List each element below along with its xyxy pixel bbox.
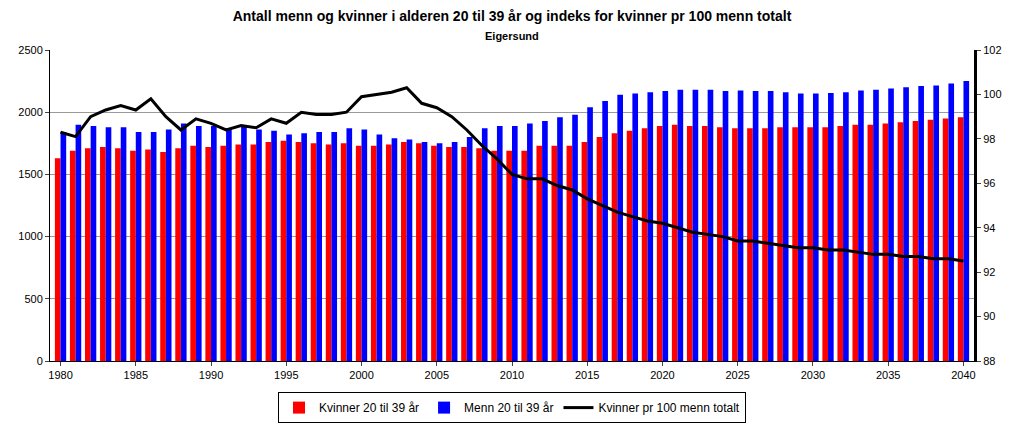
svg-text:2035: 2035 — [876, 369, 900, 381]
svg-text:2025: 2025 — [725, 369, 749, 381]
svg-text:2020: 2020 — [650, 369, 674, 381]
svg-text:2500: 2500 — [18, 44, 42, 56]
svg-text:100: 100 — [983, 88, 1001, 100]
svg-text:1500: 1500 — [18, 168, 42, 180]
svg-text:94: 94 — [983, 222, 995, 234]
svg-text:92: 92 — [983, 266, 995, 278]
svg-text:1985: 1985 — [124, 369, 148, 381]
svg-text:102: 102 — [983, 44, 1001, 56]
svg-text:1980: 1980 — [48, 369, 72, 381]
svg-text:88: 88 — [983, 355, 995, 367]
svg-text:2000: 2000 — [18, 106, 42, 118]
svg-text:2000: 2000 — [349, 369, 373, 381]
svg-text:Kvinner pr 100 menn totalt: Kvinner pr 100 menn totalt — [598, 401, 739, 415]
svg-text:90: 90 — [983, 310, 995, 322]
svg-text:96: 96 — [983, 177, 995, 189]
svg-text:1990: 1990 — [199, 369, 223, 381]
svg-text:2030: 2030 — [801, 369, 825, 381]
svg-text:98: 98 — [983, 133, 995, 145]
svg-text:2015: 2015 — [575, 369, 599, 381]
svg-text:2040: 2040 — [951, 369, 975, 381]
svg-text:2010: 2010 — [500, 369, 524, 381]
svg-text:1995: 1995 — [274, 369, 298, 381]
svg-text:1000: 1000 — [18, 230, 42, 242]
svg-text:2005: 2005 — [425, 369, 449, 381]
svg-text:Eigersund: Eigersund — [485, 30, 539, 42]
svg-text:Antall menn og kvinner i alder: Antall menn og kvinner i alderen 20 til … — [233, 8, 792, 24]
svg-text:500: 500 — [24, 293, 42, 305]
svg-text:Menn 20 til 39 år: Menn 20 til 39 år — [464, 401, 553, 415]
svg-text:0: 0 — [37, 355, 43, 367]
svg-text:Kvinner 20 til 39 år: Kvinner 20 til 39 år — [319, 401, 419, 415]
